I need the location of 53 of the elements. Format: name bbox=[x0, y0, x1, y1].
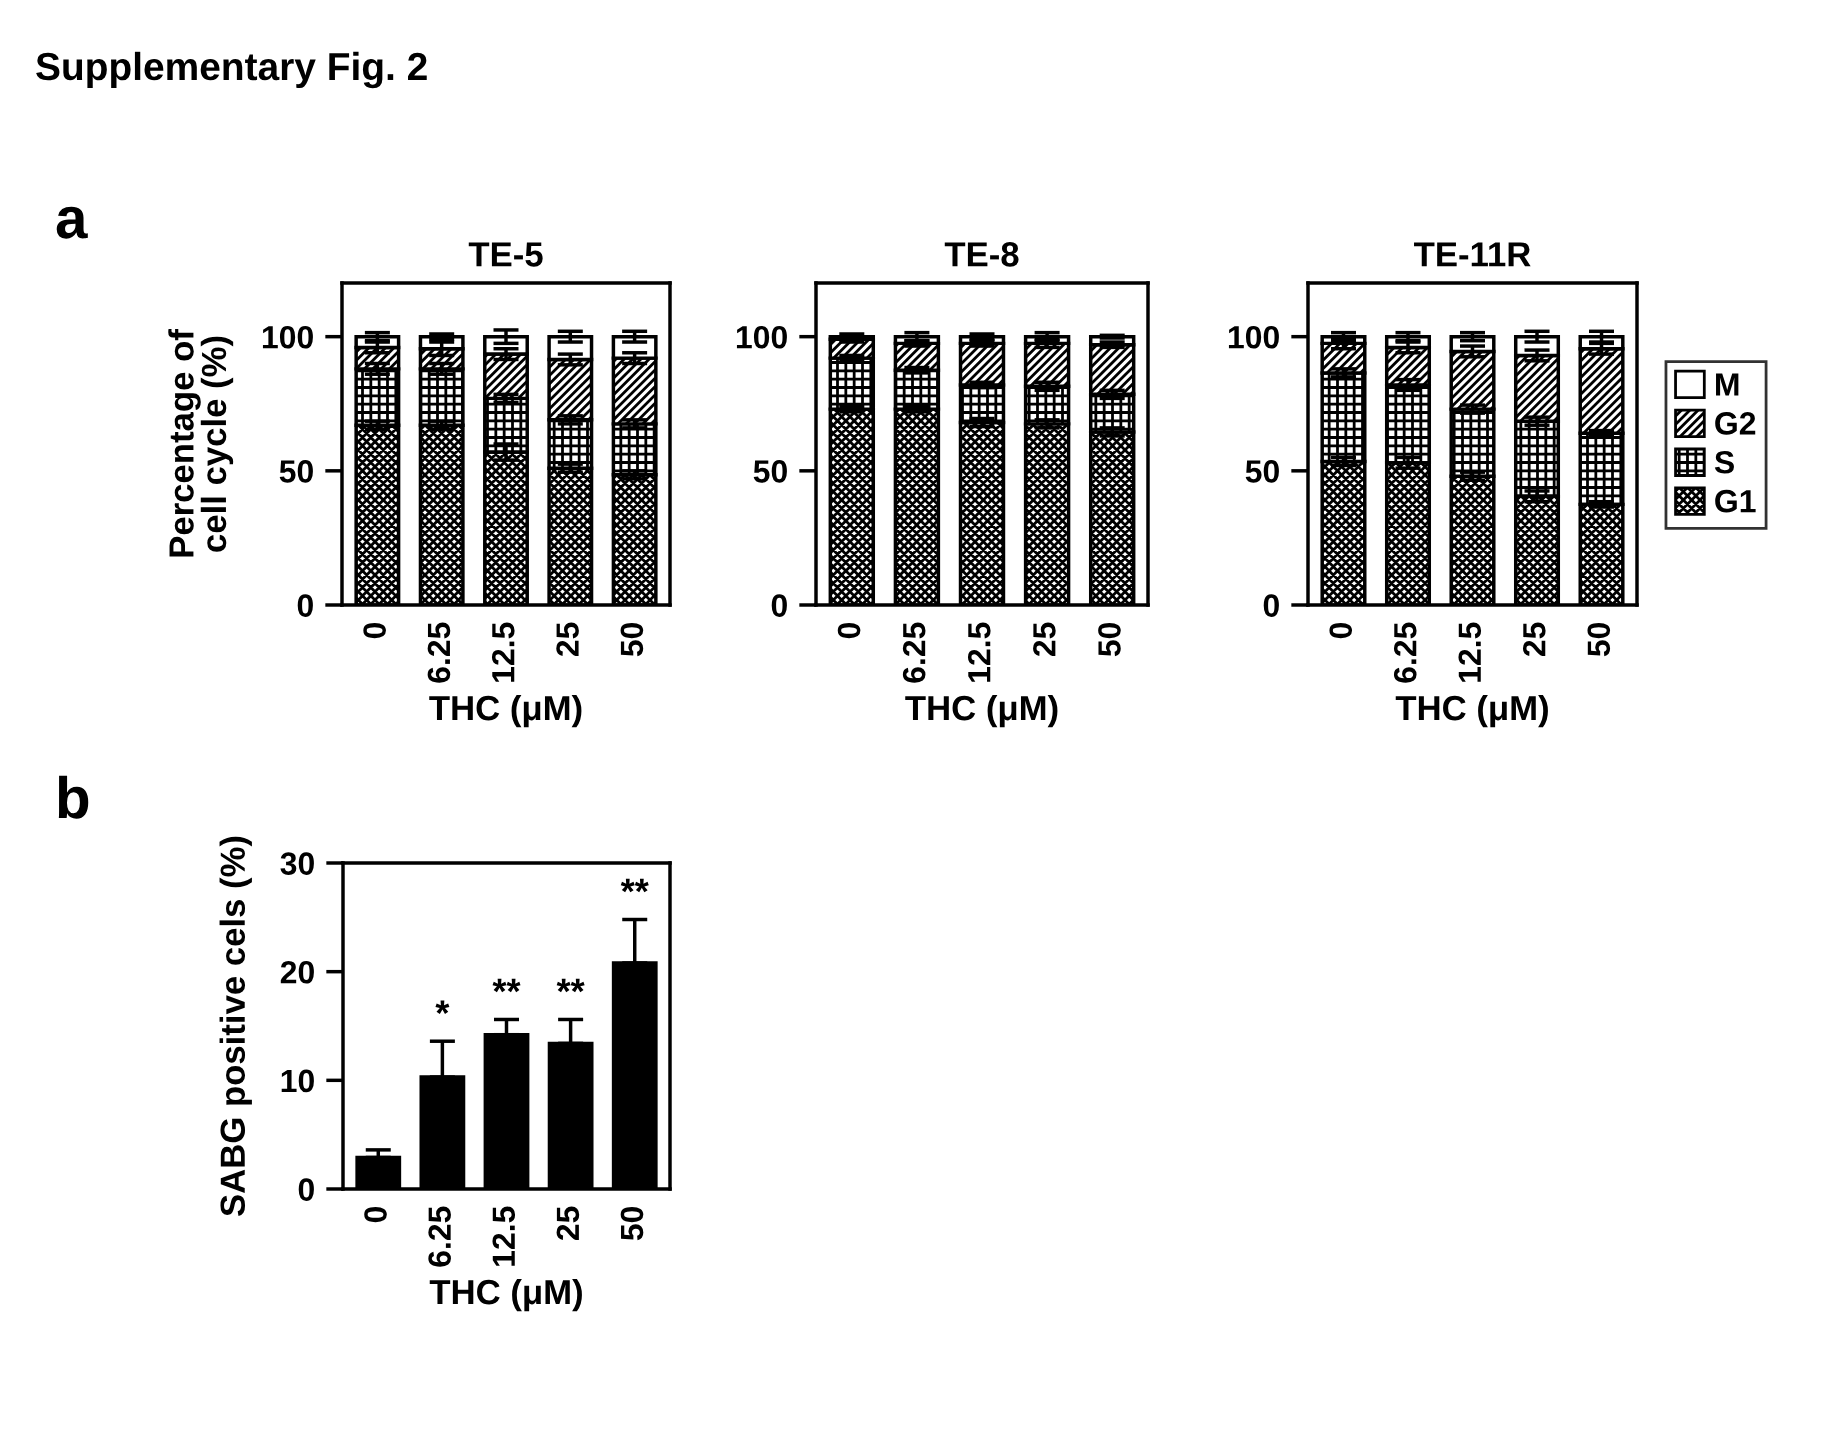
x-axis-title: THC (μM) bbox=[905, 694, 1058, 728]
x-tick-label: 12.5 bbox=[967, 622, 991, 682]
x-tick-label: 0 bbox=[837, 622, 861, 639]
x-axis-title: THC (μM) bbox=[429, 1278, 582, 1312]
x-tick-label: 0 bbox=[1329, 622, 1353, 639]
x-tick-label: 50 bbox=[1098, 622, 1121, 657]
x-tick-label: 25 bbox=[1033, 622, 1056, 657]
x-tick-label: 50 bbox=[620, 622, 644, 657]
x-tick-label: 50 bbox=[1587, 622, 1611, 657]
x-tick-label: 6.25 bbox=[427, 622, 451, 683]
y-tick-label: 0 bbox=[298, 1178, 314, 1201]
chart-title: TE-5 bbox=[468, 242, 543, 267]
text: Supplementary Fig. 2 bbox=[36, 51, 427, 89]
text: a bbox=[56, 206, 88, 239]
y-tick-label: 50 bbox=[279, 460, 313, 483]
y-tick-label: 0 bbox=[297, 594, 313, 617]
x-tick-label: 25 bbox=[556, 1206, 580, 1241]
x-tick-label: 0 bbox=[364, 1206, 387, 1223]
annotation: ** bbox=[492, 978, 521, 993]
y-tick-label: 100 bbox=[1228, 325, 1279, 349]
annotation: ** bbox=[556, 978, 585, 993]
legend-label: G1 bbox=[1715, 489, 1756, 513]
x-tick-label: 50 bbox=[620, 1206, 644, 1241]
x-tick-label: 12.5 bbox=[492, 1206, 516, 1266]
annotation: ** bbox=[620, 878, 649, 893]
legend-label: G2 bbox=[1715, 412, 1756, 435]
y-tick-label: 30 bbox=[280, 852, 314, 875]
y-axis-title: Percentage of cell cycle (%) bbox=[168, 329, 234, 557]
annotation: * bbox=[435, 1000, 450, 1014]
y-tick-label: 10 bbox=[281, 1069, 314, 1093]
y-axis-title: SABG positive cels (%) bbox=[219, 836, 252, 1217]
x-tick-label: 6.25 bbox=[428, 1206, 451, 1267]
x-tick-label: 0 bbox=[363, 622, 386, 639]
x-tick-label: 12.5 bbox=[491, 622, 515, 682]
x-tick-label: 25 bbox=[556, 622, 579, 657]
y-tick-label: 0 bbox=[1263, 594, 1279, 617]
y-tick-label: 100 bbox=[262, 325, 313, 349]
x-tick-label: 6.25 bbox=[1393, 622, 1417, 683]
chart-title: TE-8 bbox=[944, 242, 1019, 267]
y-tick-label: 50 bbox=[753, 460, 787, 483]
x-axis-title: THC (μM) bbox=[429, 694, 582, 728]
y-tick-label: 0 bbox=[771, 594, 787, 617]
y-tick-label: 20 bbox=[280, 960, 314, 984]
x-tick-label: 6.25 bbox=[902, 622, 926, 683]
legend-label: M bbox=[1716, 373, 1739, 396]
x-axis-title: THC (μM) bbox=[1395, 694, 1548, 728]
text: b bbox=[58, 775, 89, 819]
chart-title: TE-11R bbox=[1414, 242, 1531, 267]
y-tick-label: 50 bbox=[1245, 460, 1279, 483]
x-tick-label: 25 bbox=[1522, 622, 1546, 657]
y-tick-label: 100 bbox=[736, 325, 787, 349]
legend-label: S bbox=[1714, 450, 1734, 474]
x-tick-label: 12.5 bbox=[1458, 622, 1482, 682]
